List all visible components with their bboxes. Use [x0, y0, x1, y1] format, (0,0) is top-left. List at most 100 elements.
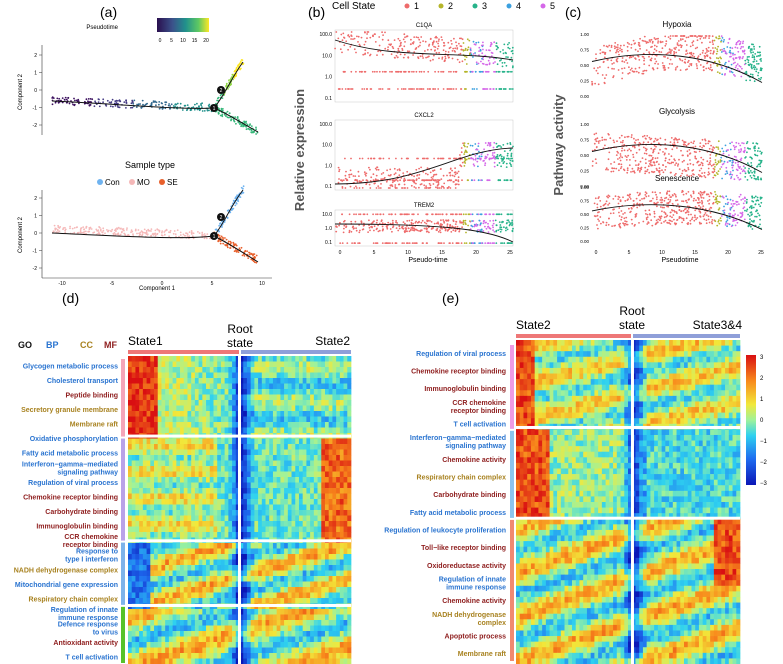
cell-point	[94, 100, 96, 103]
expression-point	[458, 229, 461, 231]
activity-point	[604, 53, 607, 55]
activity-point	[736, 63, 739, 65]
heatmap-cell	[298, 422, 304, 428]
activity-point	[617, 152, 619, 154]
activity-point	[673, 158, 676, 161]
expression-point	[494, 70, 496, 73]
y-tick: 2	[34, 53, 37, 59]
expression-point	[505, 179, 508, 182]
expression-point	[415, 168, 418, 171]
heatmap-cell	[261, 416, 266, 423]
expression-point	[499, 179, 501, 182]
expression-point	[447, 179, 449, 182]
activity-point	[663, 216, 666, 219]
heatmap-cell	[265, 361, 270, 368]
activity-point	[617, 158, 619, 160]
expression-point	[389, 228, 392, 230]
cell-point	[93, 105, 96, 108]
activity-point	[744, 167, 746, 169]
activity-point	[655, 54, 658, 57]
activity-point	[641, 198, 643, 200]
expression-point	[388, 213, 390, 216]
expression-point	[364, 49, 367, 52]
expression-point	[393, 167, 396, 170]
heatmap-cell	[232, 361, 237, 368]
expression-point	[396, 56, 399, 59]
cell-point	[229, 247, 231, 249]
expression-point	[496, 46, 499, 49]
expression-point	[512, 65, 514, 68]
expression-point	[372, 213, 374, 216]
expression-point	[458, 61, 461, 64]
activity-point	[687, 36, 690, 39]
expression-point	[512, 145, 514, 148]
cell-point	[242, 187, 244, 190]
cell-point	[242, 125, 245, 128]
cell-point	[68, 102, 71, 105]
activity-point	[701, 138, 704, 141]
expression-point	[432, 169, 434, 172]
activity-point	[709, 212, 712, 214]
activity-point	[729, 46, 732, 49]
expression-point	[432, 174, 435, 176]
heatmap-cell	[183, 367, 188, 373]
activity-point	[669, 35, 672, 37]
activity-point	[669, 141, 672, 144]
expression-point	[362, 53, 365, 56]
expression-point	[459, 164, 462, 167]
cell-point	[73, 103, 76, 106]
heatmap-cell	[131, 372, 136, 379]
heatmap-cell	[202, 356, 207, 362]
activity-point	[714, 198, 717, 201]
activity-point	[635, 213, 638, 215]
expression-point	[415, 220, 417, 223]
activity-point	[718, 61, 721, 64]
activity-point	[728, 154, 730, 157]
heatmap-cell	[154, 394, 159, 401]
expression-point	[481, 57, 483, 60]
activity-point	[753, 146, 756, 149]
activity-point	[705, 214, 708, 217]
expression-point	[392, 47, 395, 50]
expression-point	[426, 167, 429, 170]
heatmap-cell	[202, 361, 207, 368]
activity-point	[620, 210, 623, 212]
activity-point	[738, 57, 741, 60]
heatmap-cell	[131, 378, 136, 384]
pathway-title: Hypoxia	[663, 20, 692, 29]
activity-point	[678, 168, 681, 171]
heatmap-cell	[287, 356, 292, 362]
expression-point	[366, 33, 368, 35]
activity-point	[630, 134, 633, 136]
expression-point	[406, 187, 409, 189]
activity-point	[650, 137, 653, 140]
activity-point	[605, 138, 607, 141]
heatmap-cell	[228, 400, 233, 406]
activity-point	[637, 44, 640, 46]
heatmap-cell	[291, 411, 296, 417]
heatmap-cell	[161, 356, 166, 362]
expression-point	[378, 187, 380, 189]
activity-point	[741, 211, 744, 214]
activity-point	[759, 78, 762, 81]
expression-point	[424, 50, 426, 52]
activity-point	[673, 50, 675, 53]
activity-point	[679, 216, 682, 219]
cell-point	[57, 231, 59, 234]
activity-point	[666, 214, 669, 217]
heatmap-cell	[328, 394, 333, 401]
expression-point	[403, 177, 406, 180]
cell-point	[83, 228, 85, 231]
activity-point	[639, 169, 641, 172]
component2-label-top: Component 2	[18, 73, 24, 110]
cell-point	[169, 107, 171, 110]
activity-point	[681, 35, 684, 37]
activity-point	[688, 175, 691, 178]
expression-point	[454, 230, 457, 233]
heatmap-cell	[324, 383, 330, 390]
heatmap-cell	[347, 400, 352, 406]
cell-point	[131, 101, 134, 103]
heatmap-cell	[131, 361, 136, 368]
pseudotime-ticks: 0 5 10 15 20	[159, 38, 209, 44]
expression-point	[474, 52, 476, 54]
